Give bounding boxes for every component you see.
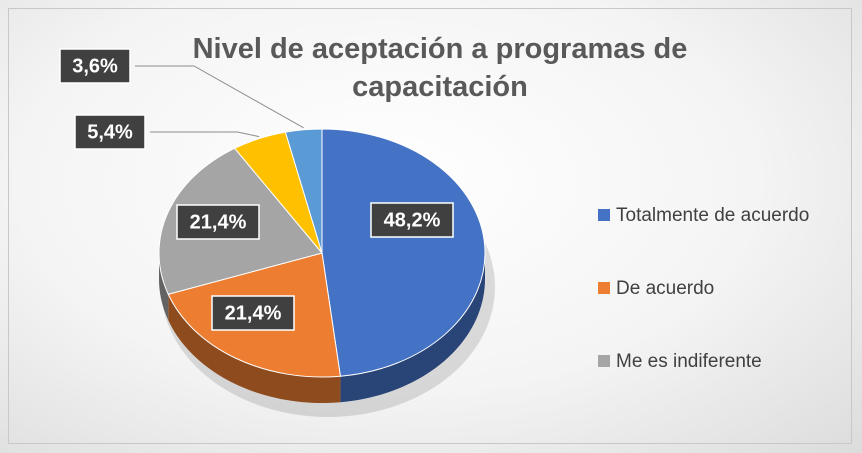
value-label-box (370, 202, 454, 238)
leader-line (150, 131, 260, 138)
legend-label: Totalmente de acuerdo (616, 205, 809, 226)
pie-slice (284, 128, 323, 254)
value-label-box (59, 48, 131, 84)
pie-slice (321, 128, 486, 377)
slice-side (159, 253, 169, 321)
chart-frame (8, 8, 852, 444)
legend-label: Me es indiferente (616, 351, 762, 372)
value-label: 48,2% (384, 209, 441, 231)
value-label: 21,4% (225, 302, 282, 324)
value-label: 3,6% (72, 55, 118, 77)
legend-swatch (598, 282, 610, 294)
value-label: 21,4% (190, 211, 247, 233)
slice-side (340, 253, 485, 403)
value-label-box (211, 295, 295, 331)
legend-swatch (598, 209, 610, 221)
value-label-box (74, 114, 146, 150)
chart-title: Nivel de aceptación a programas de capac… (192, 33, 688, 103)
leader-line (135, 65, 304, 129)
value-label-box (176, 204, 260, 240)
legend-label: De acuerdo (616, 278, 714, 299)
value-label: 5,4% (87, 121, 133, 143)
legend-swatch (598, 355, 610, 367)
